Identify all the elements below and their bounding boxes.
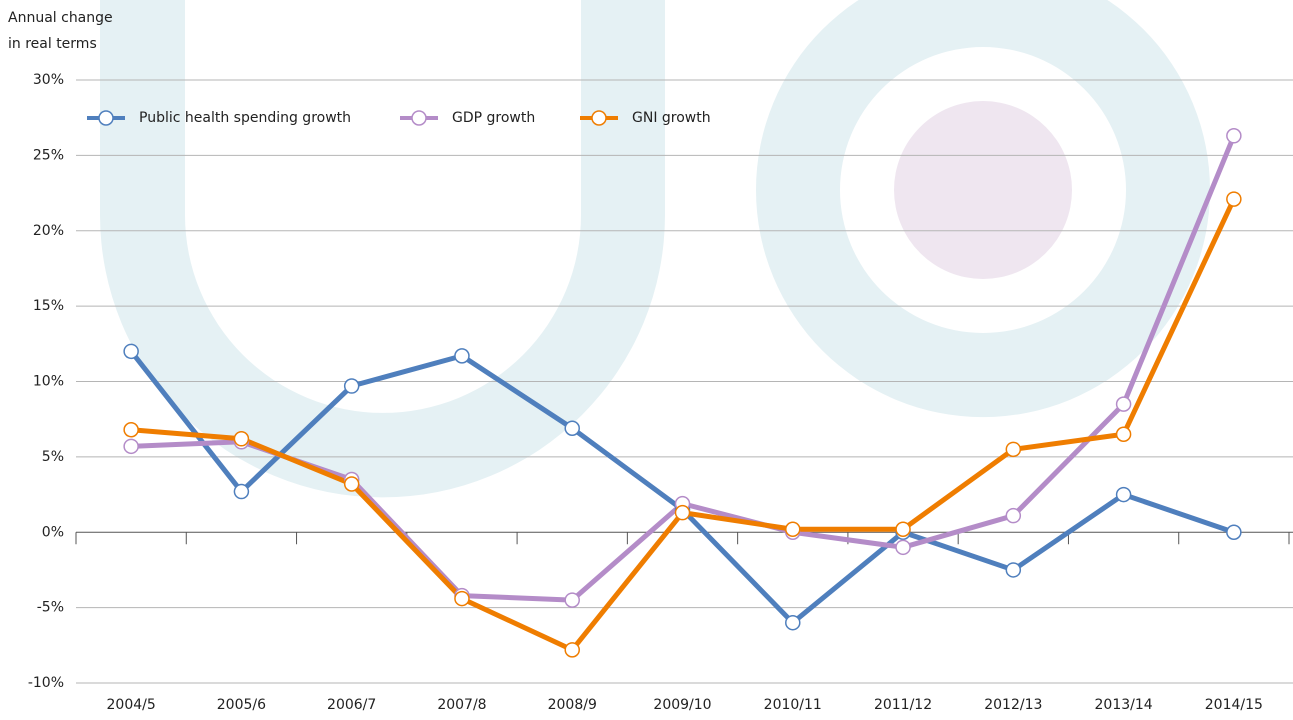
x-tick-label: 2006/7	[327, 697, 376, 713]
y-axis-title: in real terms	[8, 36, 97, 52]
y-tick-label: 20%	[33, 223, 64, 239]
data-point	[1117, 488, 1131, 502]
data-point	[345, 379, 359, 393]
data-point	[1117, 427, 1131, 441]
data-point	[565, 421, 579, 435]
background-decoration	[100, 0, 1210, 497]
x-tick-label: 2013/14	[1095, 697, 1153, 713]
data-point	[1117, 397, 1131, 411]
legend-marker	[99, 111, 113, 125]
data-point	[896, 522, 910, 536]
y-tick-label: 15%	[33, 298, 64, 314]
data-point	[1006, 563, 1020, 577]
data-point	[565, 593, 579, 607]
legend-label: Public health spending growth	[139, 110, 351, 126]
data-point	[124, 439, 138, 453]
x-tick-label: 2005/6	[217, 697, 266, 713]
x-tick-label: 2007/8	[437, 697, 486, 713]
y-tick-label: 5%	[42, 449, 64, 465]
legend-marker	[412, 111, 426, 125]
data-point	[1006, 442, 1020, 456]
x-tick-label: 2010/11	[764, 697, 822, 713]
x-tick-label: 2008/9	[548, 697, 597, 713]
data-point	[1227, 525, 1241, 539]
chart: Annual change in real terms -10% -5% 0% 5% 1…	[0, 0, 1293, 720]
data-point	[565, 643, 579, 657]
x-tick-label: 2009/10	[653, 697, 711, 713]
legend-label: GNI growth	[632, 110, 711, 126]
y-tick-label: 30%	[33, 72, 64, 88]
data-point	[455, 349, 469, 363]
y-axis-title: Annual change	[8, 10, 113, 26]
x-tick-label: 2011/12	[874, 697, 932, 713]
data-point	[896, 540, 910, 554]
y-tick-label: 10%	[33, 374, 64, 390]
data-point	[1006, 509, 1020, 523]
legend-label: GDP growth	[452, 110, 535, 126]
y-tick-label: 0%	[42, 524, 64, 540]
data-point	[124, 344, 138, 358]
x-tick-label: 2004/5	[107, 697, 156, 713]
data-point	[1227, 192, 1241, 206]
y-tick-label: -5%	[37, 600, 64, 616]
data-point	[786, 522, 800, 536]
legend-marker	[592, 111, 606, 125]
data-point	[124, 423, 138, 437]
data-point	[1227, 129, 1241, 143]
y-tick-label: 25%	[33, 147, 64, 163]
data-point	[234, 485, 248, 499]
data-point	[234, 432, 248, 446]
decoration-circle	[894, 101, 1072, 279]
data-point	[786, 616, 800, 630]
data-point	[455, 592, 469, 606]
data-point	[345, 477, 359, 491]
y-tick-label: -10%	[28, 675, 64, 691]
data-point	[676, 506, 690, 520]
x-tick-label: 2012/13	[984, 697, 1042, 713]
x-tick-label: 2014/15	[1205, 697, 1263, 713]
